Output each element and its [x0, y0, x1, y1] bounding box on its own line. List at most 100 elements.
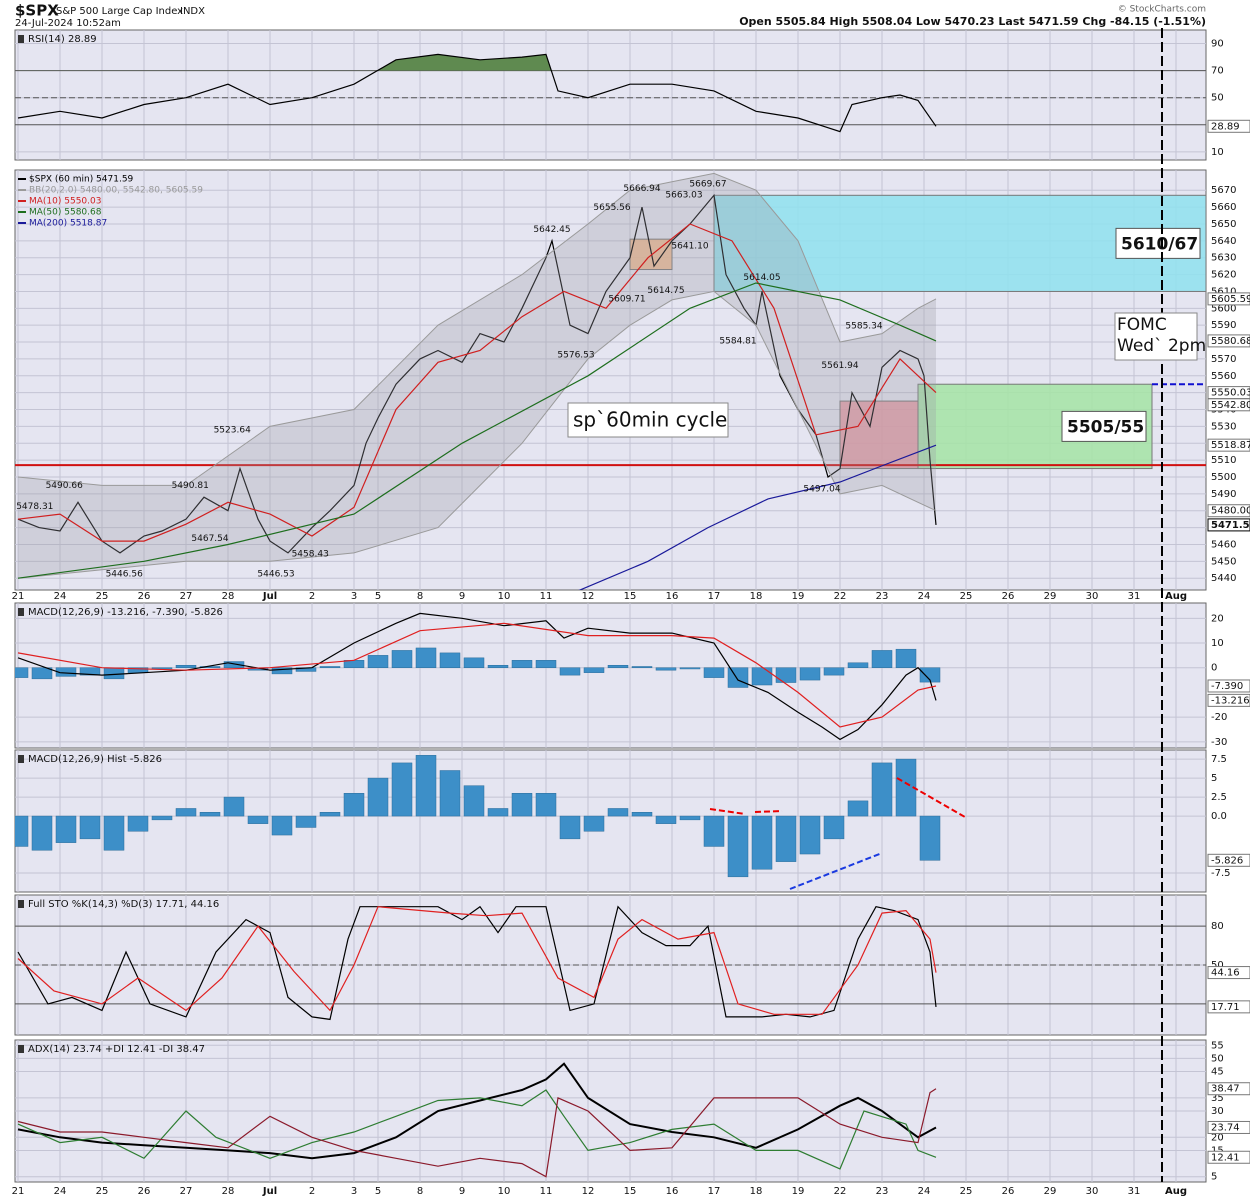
panel-icon [18, 755, 24, 763]
panel: 555045353020155ADX(14) 23.74 +DI 12.41 -… [14, 1039, 1250, 1183]
y-tick-label: 7.5 [1211, 754, 1227, 765]
value-tag [1207, 853, 1250, 867]
bar [679, 667, 701, 670]
bar [487, 808, 509, 817]
y-tick-label: 90 [1211, 39, 1224, 50]
x-tick-label: 17 [708, 591, 721, 602]
bar [79, 815, 101, 840]
bar [103, 667, 125, 680]
y-tick-label: -7.5 [1211, 868, 1231, 879]
legend-entry: MA(50) 5580.68 [29, 208, 102, 218]
bar [919, 815, 941, 861]
value-tag-label: 17.71 [1211, 1002, 1240, 1013]
value-tag-label: 23.74 [1211, 1122, 1240, 1133]
x-tick-label: 26 [1002, 1186, 1015, 1197]
series-line [17, 612, 937, 741]
panel-title: ADX(14) 23.74 +DI 12.41 -DI 38.47 [28, 1044, 205, 1055]
x-tick-label: 19 [792, 591, 805, 602]
series-line [17, 1089, 937, 1170]
x-tick-label: Jul [262, 591, 277, 602]
y-tick-label: 35 [1211, 1093, 1224, 1104]
bar [655, 667, 677, 671]
x-tick-label: 27 [180, 1186, 193, 1197]
bar [871, 650, 893, 668]
x-tick-label: 24 [918, 591, 931, 602]
bar [175, 664, 197, 668]
zone-label: 5505/55 [1067, 417, 1144, 437]
y-tick-label: 5640 [1211, 236, 1236, 247]
y-tick-label: 5560 [1211, 371, 1236, 382]
price-label: 5669.67 [689, 179, 726, 189]
price-label: 5666.94 [623, 184, 660, 194]
price-label: 5576.53 [557, 350, 594, 360]
bar [295, 815, 317, 828]
bar [247, 815, 269, 824]
panel-title: Full STO %K(14,3) %D(3) 17.71, 44.16 [28, 899, 219, 910]
panel: 7.5 5 2.5 0.0 -7.5 MACD(12,26,9) Hist -5.826 -… [14, 749, 1250, 893]
date: 24-Jul-2024 10:52am [15, 18, 121, 29]
bar [15, 667, 29, 678]
bar [319, 666, 341, 668]
series-line [17, 1088, 937, 1178]
value-tag [1207, 334, 1250, 348]
y-tick-label: 5620 [1211, 270, 1236, 281]
y-tick-label: 5600 [1211, 303, 1236, 314]
note-box [567, 402, 729, 438]
bar [823, 667, 845, 676]
bar [679, 815, 701, 821]
bar [703, 815, 725, 847]
x-tick-label: 27 [180, 591, 193, 602]
y-tick-label: 5670 [1211, 185, 1236, 196]
x-tick-label: 25 [96, 1186, 109, 1197]
bar [391, 762, 413, 817]
panel-title: MACD(12,26,9) -13.216, -7.390, -5.826 [28, 607, 223, 618]
x-tick-label: 24 [54, 591, 67, 602]
x-tick-label: 9 [459, 591, 465, 602]
value-tag [1207, 292, 1250, 306]
bar [127, 815, 149, 832]
bar [559, 815, 581, 840]
x-tick-label: 26 [138, 591, 151, 602]
x-tick-label: 23 [876, 1186, 889, 1197]
value-tag [1207, 966, 1250, 980]
y-tick-label: 5530 [1211, 421, 1236, 432]
y-tick-label: 5570 [1211, 354, 1236, 365]
panel-bg [14, 602, 1207, 749]
bar [799, 815, 821, 855]
x-tick-label: 18 [750, 1186, 763, 1197]
x-tick-label: 10 [498, 591, 511, 602]
x-tick-label: 28 [222, 1186, 235, 1197]
y-tick-label: 55 [1211, 1040, 1224, 1051]
y-tick-label: 70 [1211, 66, 1224, 77]
value-tag-label: 5542.80 [1211, 400, 1250, 411]
x-tick-label: 12 [582, 591, 595, 602]
panel-icon [18, 1045, 24, 1053]
bar [703, 667, 725, 678]
bar [151, 815, 173, 821]
x-tick-label: 18 [750, 591, 763, 602]
value-tag [1207, 504, 1250, 518]
bar [583, 667, 605, 673]
panel-title: MACD(12,26,9) Hist -5.826 [28, 754, 162, 765]
trend-line [709, 808, 746, 815]
x-tick-label: 19 [792, 1186, 805, 1197]
x-tick-label: 9 [459, 1186, 465, 1197]
bar [607, 664, 629, 668]
y-tick-label: 5510 [1211, 455, 1236, 466]
bar [895, 758, 917, 817]
bar [871, 762, 893, 817]
legend-entry: MA(200) 5518.87 [29, 219, 107, 229]
x-tick-label: Aug [1165, 1186, 1187, 1197]
price-label: 5497.04 [803, 484, 840, 494]
note: sp`60min cycle [573, 408, 727, 432]
series-line [17, 223, 937, 542]
series-line [17, 622, 937, 728]
value-tag [1207, 119, 1250, 133]
bar [463, 785, 485, 817]
note: Wed` 2pm [1117, 336, 1206, 356]
note-box [1114, 312, 1198, 361]
x-tick-label: 25 [960, 1186, 973, 1197]
value-tag [1207, 1000, 1250, 1014]
value-tag-label: 5518.87 [1211, 440, 1250, 451]
